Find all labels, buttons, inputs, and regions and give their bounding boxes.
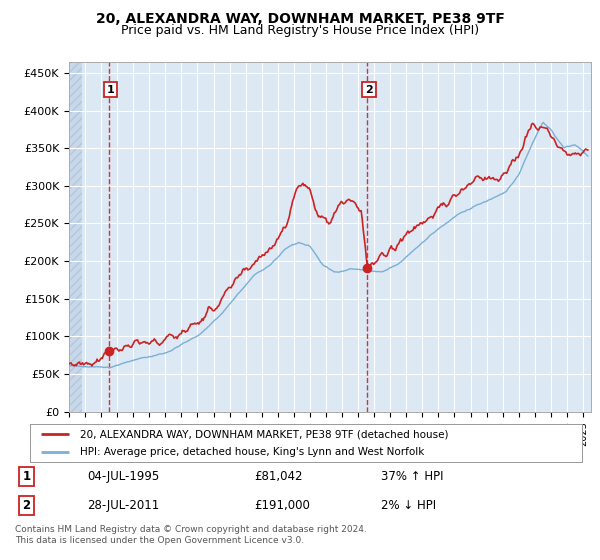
Bar (69, 62, 82, 412)
Text: 04-JUL-1995: 04-JUL-1995 (87, 470, 159, 483)
Text: 28-JUL-2011: 28-JUL-2011 (87, 499, 159, 512)
Text: 20, ALEXANDRA WAY, DOWNHAM MARKET, PE38 9TF: 20, ALEXANDRA WAY, DOWNHAM MARKET, PE38 … (95, 12, 505, 26)
Bar (69, 62, 82, 412)
Text: 1: 1 (22, 470, 31, 483)
Text: 2: 2 (365, 85, 373, 95)
Text: 37% ↑ HPI: 37% ↑ HPI (380, 470, 443, 483)
Text: HPI: Average price, detached house, King's Lynn and West Norfolk: HPI: Average price, detached house, King… (80, 447, 424, 457)
Text: £81,042: £81,042 (254, 470, 302, 483)
Text: Price paid vs. HM Land Registry's House Price Index (HPI): Price paid vs. HM Land Registry's House … (121, 24, 479, 37)
Text: Contains HM Land Registry data © Crown copyright and database right 2024.
This d: Contains HM Land Registry data © Crown c… (15, 525, 367, 545)
Text: £191,000: £191,000 (254, 499, 310, 512)
Text: 2: 2 (22, 499, 31, 512)
Text: 1: 1 (107, 85, 115, 95)
Text: 20, ALEXANDRA WAY, DOWNHAM MARKET, PE38 9TF (detached house): 20, ALEXANDRA WAY, DOWNHAM MARKET, PE38 … (80, 429, 448, 439)
Text: 2% ↓ HPI: 2% ↓ HPI (380, 499, 436, 512)
